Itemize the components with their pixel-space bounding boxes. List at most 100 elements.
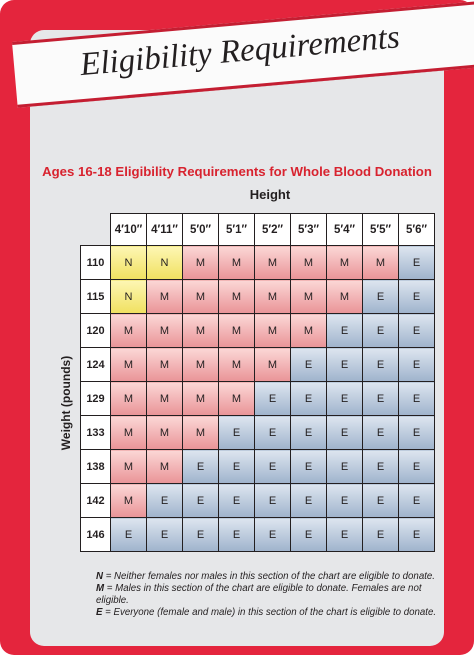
weight-axis-label: Weight (pounds) [59,355,73,451]
table-row: 146 E E E E E E E E E [80,517,435,552]
eligibility-cell: E [290,415,327,450]
eligibility-cell: E [182,449,219,484]
eligibility-cell: E [398,483,435,518]
eligibility-cell: M [146,313,183,348]
eligibility-cell: E [218,483,255,518]
row-header: 142 [80,483,111,518]
eligibility-cell: M [182,347,219,382]
eligibility-cell: E [398,517,435,552]
eligibility-cell: M [146,381,183,416]
eligibility-cell: M [182,415,219,450]
eligibility-cell: M [182,279,219,314]
eligibility-table: 4′10″ 4′11″ 5′0″ 5′1″ 5′2″ 5′3″ 5′4″ 5′5″ 5′6″ 1… [80,213,435,552]
column-header: 5′1″ [218,213,255,246]
eligibility-cell: M [218,381,255,416]
table-corner [80,213,111,246]
eligibility-cell: E [290,483,327,518]
eligibility-cell: E [326,483,363,518]
eligibility-cell: M [146,415,183,450]
eligibility-cell: M [218,313,255,348]
column-header: 5′4″ [326,213,363,246]
eligibility-cell: M [362,245,399,280]
eligibility-cell: N [110,245,147,280]
row-header: 124 [80,347,111,382]
table-row: 138 M M E E E E E E E [80,449,435,484]
column-header: 5′3″ [290,213,327,246]
eligibility-cell: M [146,347,183,382]
eligibility-cell: E [398,415,435,450]
eligibility-cell: M [110,415,147,450]
column-header: 4′10″ [110,213,147,246]
eligibility-cell: E [146,517,183,552]
eligibility-cell: M [110,483,147,518]
eligibility-cell: E [290,347,327,382]
eligibility-cell: E [254,415,291,450]
eligibility-cell: E [398,381,435,416]
table-body: 110 N N M M M M M M E 115 N M M M M M M E E 120 M M M M M M E E E 124 M… [80,245,435,552]
legend-code: N [96,571,103,582]
eligibility-cell: M [110,449,147,484]
eligibility-cell: E [326,415,363,450]
row-header: 120 [80,313,111,348]
column-header: 5′5″ [362,213,399,246]
eligibility-cell: E [362,381,399,416]
eligibility-cell: M [290,279,327,314]
eligibility-cell: M [326,245,363,280]
eligibility-cell: E [398,449,435,484]
eligibility-cell: E [182,483,219,518]
eligibility-cell: M [182,381,219,416]
legend-code: E [96,607,103,618]
eligibility-cell: E [362,483,399,518]
eligibility-cell: E [362,415,399,450]
eligibility-cell: E [398,347,435,382]
eligibility-cell: E [326,313,363,348]
eligibility-cell: E [146,483,183,518]
legend-item-m: M = Males in this section of the chart a… [96,583,442,607]
table-row: 115 N M M M M M M E E [80,279,435,314]
table-row: 142 M E E E E E E E E [80,483,435,518]
row-header: 110 [80,245,111,280]
eligibility-cell: E [254,517,291,552]
table-row: 124 M M M M M E E E E [80,347,435,382]
eligibility-cell: M [146,449,183,484]
eligibility-cell: M [218,347,255,382]
eligibility-cell: E [254,449,291,484]
row-header: 129 [80,381,111,416]
table-row: 129 M M M M E E E E E [80,381,435,416]
eligibility-cell: E [362,279,399,314]
legend-code: M [96,583,105,594]
eligibility-cell: E [290,517,327,552]
legend-text: = Everyone (female and male) in this sec… [102,607,437,618]
eligibility-cell: M [110,347,147,382]
eligibility-cell: M [254,313,291,348]
eligibility-cell: M [110,381,147,416]
eligibility-cell: E [218,517,255,552]
eligibility-cell: M [290,313,327,348]
row-header: 146 [80,517,111,552]
row-header: 133 [80,415,111,450]
eligibility-cell: E [362,347,399,382]
eligibility-cell: E [362,517,399,552]
legend: N = Neither females nor males in this se… [96,571,442,619]
eligibility-cell: E [218,415,255,450]
eligibility-cell: M [254,245,291,280]
eligibility-cell: M [326,279,363,314]
eligibility-cell: E [290,381,327,416]
eligibility-cell: N [110,279,147,314]
eligibility-cell: E [326,517,363,552]
eligibility-cell: M [110,313,147,348]
eligibility-cell: E [290,449,327,484]
legend-item-e: E = Everyone (female and male) in this s… [96,607,442,619]
eligibility-cell: E [218,449,255,484]
legend-text: = Males in this section of the chart are… [96,583,422,606]
chart-subtitle: Ages 16-18 Eligibility Requirements for … [42,164,432,179]
table-row: 133 M M M E E E E E E [80,415,435,450]
eligibility-cell: M [254,279,291,314]
table-header-row: 4′10″ 4′11″ 5′0″ 5′1″ 5′2″ 5′3″ 5′4″ 5′5″ 5′6″ [80,213,435,246]
eligibility-cell: M [218,279,255,314]
eligibility-cell: E [254,483,291,518]
eligibility-cell: E [362,449,399,484]
row-header: 138 [80,449,111,484]
row-header: 115 [80,279,111,314]
eligibility-cell: E [398,313,435,348]
